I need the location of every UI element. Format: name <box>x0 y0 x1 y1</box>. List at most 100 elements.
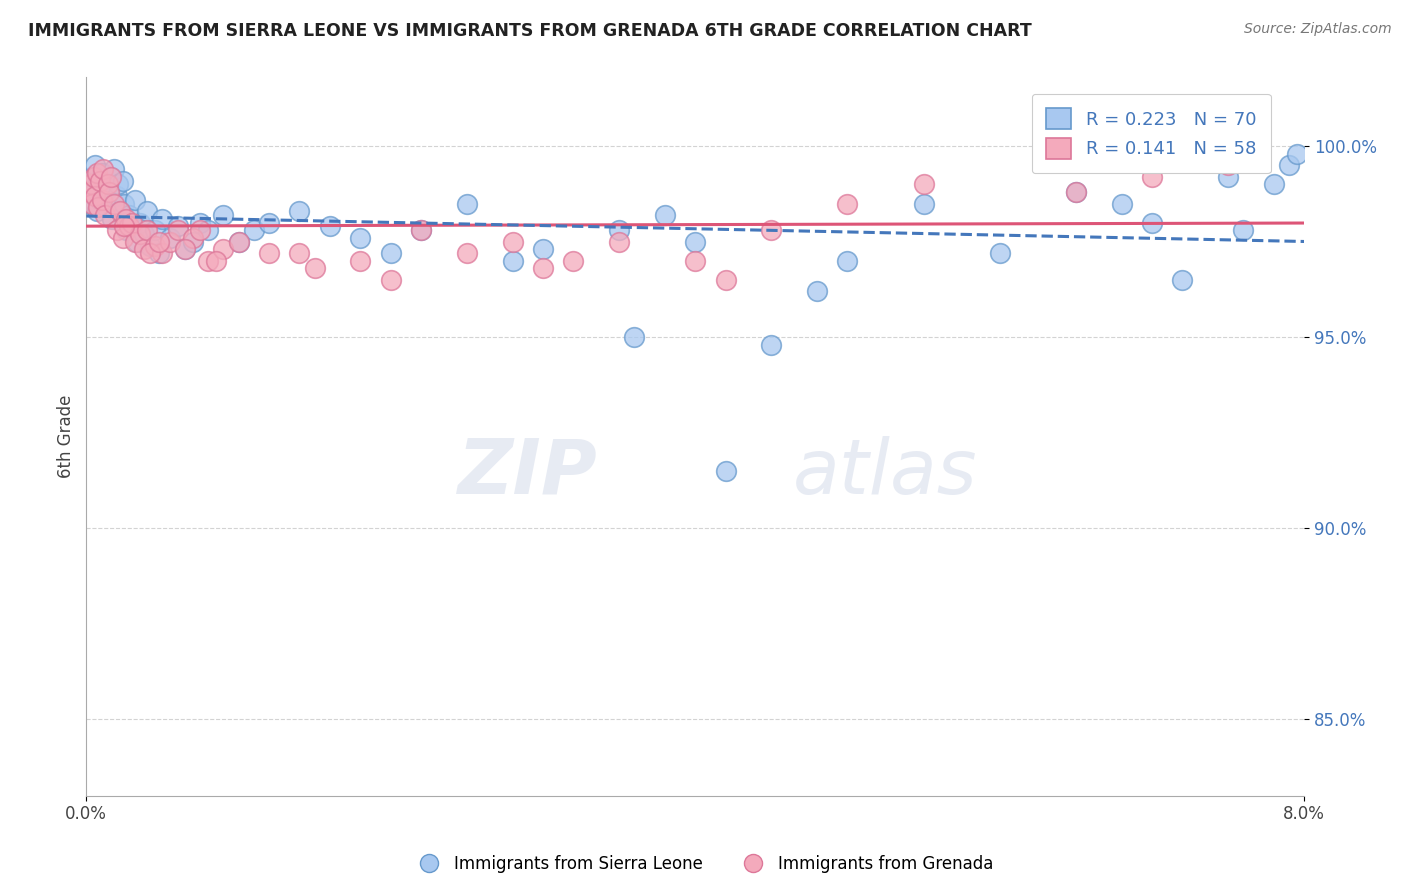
Point <box>148 235 170 249</box>
Point <box>128 227 150 241</box>
Point <box>108 204 131 219</box>
Point <box>84 158 107 172</box>
Point <box>90 166 112 180</box>
Point <box>80 178 103 192</box>
Point <box>456 196 478 211</box>
Point <box>988 246 1011 260</box>
Point <box>82 196 104 211</box>
Point <box>562 253 585 268</box>
Point <box>257 216 280 230</box>
Point <box>502 253 524 268</box>
Point <box>143 223 166 237</box>
Point <box>761 338 783 352</box>
Point <box>349 231 371 245</box>
Point <box>80 196 103 211</box>
Point <box>87 173 110 187</box>
Point <box>683 253 706 268</box>
Point <box>174 243 197 257</box>
Point <box>128 216 150 230</box>
Legend: Immigrants from Sierra Leone, Immigrants from Grenada: Immigrants from Sierra Leone, Immigrants… <box>406 848 1000 880</box>
Point <box>91 162 114 177</box>
Point <box>1111 196 1133 211</box>
Point <box>89 193 111 207</box>
Point <box>148 246 170 260</box>
Point <box>112 219 135 234</box>
Point <box>1140 216 1163 230</box>
Point <box>159 235 181 249</box>
Point <box>108 204 131 219</box>
Point <box>1171 273 1194 287</box>
Point <box>714 273 737 287</box>
Point <box>105 189 128 203</box>
Point <box>380 273 402 287</box>
Point <box>380 246 402 260</box>
Point <box>411 223 433 237</box>
Point <box>97 178 120 192</box>
Point <box>502 235 524 249</box>
Point <box>197 223 219 237</box>
Point <box>87 200 110 214</box>
Point <box>190 216 212 230</box>
Point <box>152 246 174 260</box>
Point <box>79 185 101 199</box>
Point <box>103 196 125 211</box>
Point <box>98 181 121 195</box>
Point <box>1064 185 1087 199</box>
Point <box>134 227 156 241</box>
Point <box>139 238 162 252</box>
Point <box>212 243 235 257</box>
Point <box>197 253 219 268</box>
Point <box>125 235 148 249</box>
Point <box>228 235 250 249</box>
Point <box>174 243 197 257</box>
Point <box>1263 178 1285 192</box>
Point <box>166 219 188 234</box>
Point <box>143 238 166 252</box>
Point <box>86 204 108 219</box>
Point <box>93 178 115 192</box>
Point <box>683 235 706 249</box>
Point <box>105 223 128 237</box>
Point <box>159 231 181 245</box>
Point <box>83 185 105 199</box>
Point <box>118 219 141 234</box>
Point <box>912 178 935 192</box>
Point <box>190 223 212 237</box>
Point <box>103 162 125 177</box>
Point <box>1216 169 1239 184</box>
Point <box>100 169 122 184</box>
Point <box>623 330 645 344</box>
Point <box>1140 169 1163 184</box>
Point <box>212 208 235 222</box>
Point <box>1232 223 1254 237</box>
Point <box>181 235 204 249</box>
Point <box>288 246 311 260</box>
Point <box>411 223 433 237</box>
Point <box>101 211 124 226</box>
Point <box>111 173 134 187</box>
Point <box>837 253 859 268</box>
Point <box>1064 185 1087 199</box>
Point <box>98 185 121 199</box>
Text: atlas: atlas <box>793 435 977 509</box>
Point <box>86 166 108 180</box>
Point <box>100 169 122 184</box>
Point <box>204 253 226 268</box>
Point <box>89 173 111 187</box>
Point <box>714 464 737 478</box>
Point <box>115 223 138 237</box>
Point <box>912 196 935 211</box>
Point <box>121 216 143 230</box>
Point <box>228 235 250 249</box>
Text: Source: ZipAtlas.com: Source: ZipAtlas.com <box>1244 22 1392 37</box>
Point <box>107 178 129 192</box>
Point <box>607 223 630 237</box>
Text: IMMIGRANTS FROM SIERRA LEONE VS IMMIGRANTS FROM GRENADA 6TH GRADE CORRELATION CH: IMMIGRANTS FROM SIERRA LEONE VS IMMIGRAN… <box>28 22 1032 40</box>
Point <box>82 169 104 184</box>
Text: ZIP: ZIP <box>458 435 598 509</box>
Legend: R = 0.223   N = 70, R = 0.141   N = 58: R = 0.223 N = 70, R = 0.141 N = 58 <box>1032 94 1271 173</box>
Point <box>136 204 159 219</box>
Point <box>181 231 204 245</box>
Point <box>349 253 371 268</box>
Point <box>118 208 141 222</box>
